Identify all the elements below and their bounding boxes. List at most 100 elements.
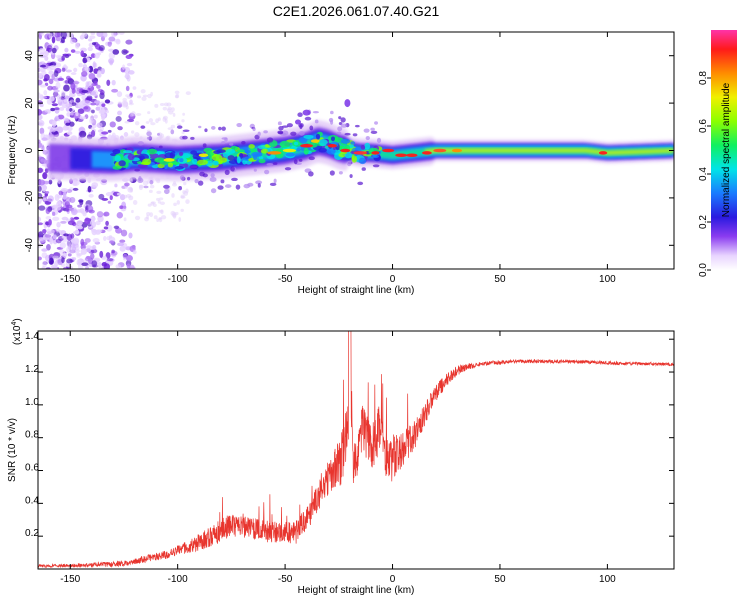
snr-x-tick-label: 0 [390,574,396,585]
spectrogram-speckle [96,73,102,78]
spectrogram-speckle [185,199,190,205]
spectrogram-speckle [76,223,82,228]
spectrogram-speckle [74,50,81,54]
spectrogram-blob [296,147,301,152]
spectrogram-outlier [186,176,191,181]
spectrogram-speckle [80,248,87,255]
spectrogram-speckle [91,109,95,114]
spectrogram-blob [123,150,133,154]
spectrogram-speckle [97,129,104,133]
spectrogram-speckle [40,64,47,68]
spectrogram-speckle [128,102,134,106]
spectrogram-speckle [57,55,62,62]
spectrogram-hotspot [300,143,314,148]
spectrogram-outlier [329,170,335,176]
spectrogram-blob [260,148,269,154]
spectrogram-speckle [132,86,137,90]
spectrogram-speckle [172,112,176,117]
spectrogram-blob [203,147,213,153]
spectrogram-speckle [78,62,83,68]
spectrogram-speckle [125,194,132,198]
spectrogram-speckle [51,103,58,107]
spectrogram-outlier [202,143,207,148]
spectrogram-blob [179,151,184,156]
spectrogram-hotspot [382,148,395,153]
spectrogram-speckle [92,237,100,243]
spectrogram-speckle [56,126,64,134]
spectrogram-speckle [48,70,54,75]
spectrogram-speckle [90,130,96,138]
spectrogram-speckle [50,126,57,133]
spectrogram-outlier [163,184,170,189]
spectrogram-speckle [174,90,180,95]
spectrogram-blob [154,151,165,155]
spectrogram-speckle [66,53,72,57]
spectrogram-outlier [273,178,277,184]
spectrogram-speckle [38,141,43,149]
spectrogram-speckle [48,219,52,226]
spectrogram-speckle [183,182,187,186]
spectrogram-speckle [62,195,67,201]
spectrogram-speckle [74,42,80,49]
spectrogram-blob [302,109,311,116]
spectrogram-blob [360,145,366,150]
spectrogram-outlier [157,133,161,136]
spectrogram-speckle [67,253,72,257]
spectrogram-speckle [111,32,117,38]
spectrogram-speckle [129,112,134,117]
spectrogram-speckle [130,130,135,134]
spectrogram-outlier [308,171,314,177]
spectrogram-speckle [99,250,104,258]
spectrogram-blob [344,99,351,108]
spectrogram-speckle [104,109,109,114]
spectrogram-speckle [53,89,60,93]
spectrogram-speckle [48,32,53,39]
spectrogram-speckle [182,190,186,195]
spectrogram-speckle [45,216,52,220]
spectrogram-speckle [159,102,165,106]
spectrogram-speckle [58,229,66,235]
spectrogram-speckle [173,202,177,207]
spectrogram-speckle [65,122,71,126]
spectrogram-speckle [72,237,80,245]
spectrogram-blob [211,154,223,161]
spectrogram-speckle [108,57,115,64]
spectrogram-outlier [352,133,358,137]
spectrogram-speckle [131,209,134,214]
snr-y-tick-label: 0.8 [25,430,39,441]
spectrogram-speckle [38,100,43,105]
spectrogram-speckle [116,212,124,219]
spectrogram-speckle [164,118,168,124]
spectrogram-ridge [48,99,674,195]
snr-y-tick-label: 0.2 [25,528,39,539]
spectrogram-speckle [76,253,81,258]
spectrogram-speckle [57,77,64,81]
spectrogram-speckle [98,261,102,269]
spectrogram-speckle [51,120,57,127]
spectrogram-speckle [44,167,49,174]
spectrogram-speckle [52,254,59,261]
spectrogram-speckle [74,229,80,235]
spectrogram-x-tick-label: 50 [494,274,506,285]
spectrogram-speckle [144,216,149,222]
spectrogram-speckle [45,207,51,215]
spectrogram-speckle [181,131,185,135]
spectrogram-outlier [231,177,238,182]
spectrogram-speckle [162,106,168,111]
spectrogram-speckle [49,257,54,265]
spectrogram-blob [358,157,367,165]
spectrogram-blob [127,153,135,161]
spectrogram-speckle [181,119,185,123]
spectrogram-outlier [278,125,284,131]
spectrogram-speckle [61,257,65,264]
spectrogram-blob [318,139,328,147]
spectrogram-speckle [88,65,94,73]
spectrogram-outlier [243,183,251,189]
spectrogram-speckle [125,105,129,110]
spectrogram-outlier [221,126,226,131]
spectrogram-blob [294,141,299,146]
spectrogram-blob [303,134,314,139]
spectrogram-speckle [86,80,93,88]
spectrogram-outlier [229,142,234,146]
spectrogram-outlier [309,125,314,131]
